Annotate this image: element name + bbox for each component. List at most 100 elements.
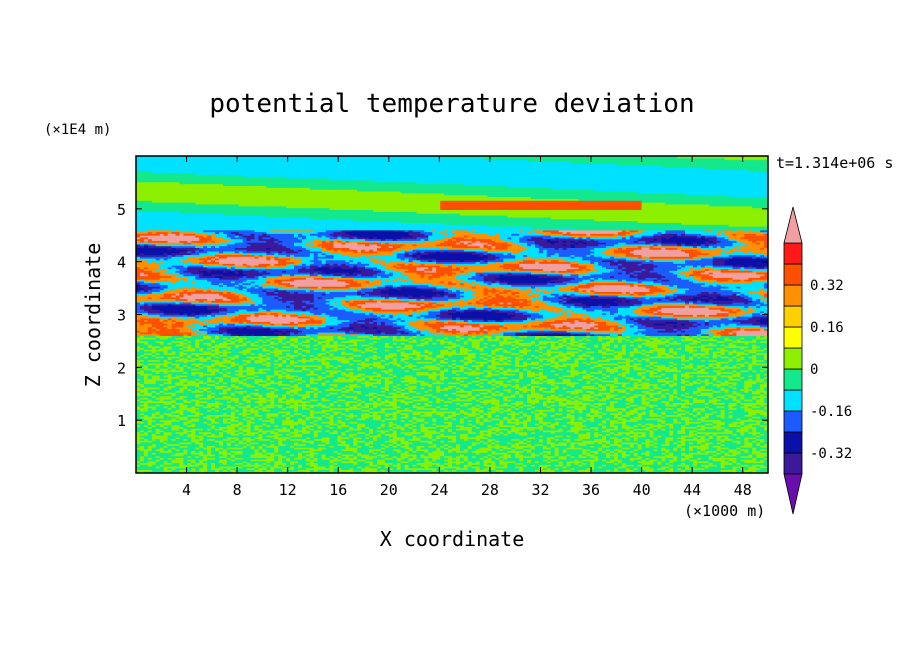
contour-cell bbox=[681, 469, 686, 472]
contour-cell bbox=[677, 455, 682, 458]
contour-cell bbox=[440, 452, 445, 455]
contour-cell bbox=[313, 450, 319, 453]
contour-cell bbox=[554, 452, 560, 455]
contour-cell bbox=[483, 467, 488, 470]
contour-cell bbox=[139, 448, 145, 452]
contour-cell bbox=[736, 462, 741, 465]
contour-cell bbox=[665, 455, 670, 458]
contour-cell bbox=[491, 457, 496, 460]
contour-cell bbox=[238, 467, 244, 470]
contour-cell bbox=[606, 471, 611, 473]
contour-cell bbox=[440, 462, 445, 465]
contour-cell bbox=[495, 469, 500, 472]
contour-cell bbox=[211, 452, 216, 455]
contour-cell bbox=[764, 450, 768, 453]
contour-cell bbox=[361, 445, 366, 448]
contour-cell bbox=[195, 467, 200, 470]
contour-cell bbox=[365, 457, 370, 460]
contour-cell bbox=[574, 454, 579, 457]
contour-cell bbox=[728, 459, 733, 462]
contour-cell bbox=[740, 457, 745, 460]
contour-cell bbox=[495, 471, 500, 473]
contour-cell bbox=[258, 452, 263, 455]
contour-cell bbox=[483, 447, 488, 450]
contour-cell bbox=[254, 452, 259, 455]
contour-cell bbox=[531, 460, 536, 464]
contour-cell bbox=[700, 447, 706, 450]
contour-cell bbox=[380, 466, 386, 469]
contour-cell bbox=[495, 457, 500, 460]
contour-cell bbox=[452, 455, 457, 458]
contour-cell bbox=[329, 447, 334, 450]
contour-cell bbox=[139, 455, 145, 458]
contour-cell bbox=[416, 445, 421, 448]
contour-cell bbox=[325, 460, 330, 464]
contour-cell bbox=[760, 467, 765, 470]
contour-cell bbox=[341, 450, 346, 453]
contour-cell bbox=[507, 454, 512, 457]
contour-cell bbox=[211, 466, 216, 469]
contour-cell bbox=[752, 471, 757, 473]
contour-cell bbox=[491, 454, 496, 457]
contour-cell bbox=[286, 469, 291, 472]
contour-cell bbox=[491, 462, 496, 465]
contour-cell bbox=[175, 460, 180, 464]
contour-cell bbox=[321, 462, 326, 465]
contour-cell bbox=[420, 447, 425, 450]
contour-cell bbox=[301, 447, 307, 450]
contour-cell bbox=[388, 457, 394, 460]
contour-cell bbox=[337, 452, 342, 455]
contour-cell bbox=[625, 445, 631, 448]
contour-cell bbox=[420, 457, 425, 460]
contour-cell bbox=[444, 447, 449, 450]
contour-cell bbox=[455, 469, 461, 472]
contour-cell bbox=[396, 471, 402, 473]
contour-cell bbox=[428, 452, 433, 455]
contour-cell bbox=[139, 471, 145, 473]
contour-cell bbox=[602, 459, 607, 462]
contour-cell bbox=[254, 469, 259, 472]
contour-cell bbox=[641, 452, 646, 455]
contour-cell bbox=[606, 450, 611, 453]
contour-cell bbox=[380, 450, 386, 453]
contour-cell bbox=[337, 448, 342, 452]
contour-cell bbox=[625, 447, 631, 450]
contour-cell bbox=[499, 460, 504, 464]
contour-cell bbox=[598, 460, 603, 464]
contour-cell bbox=[179, 459, 184, 462]
contour-cell bbox=[448, 455, 453, 458]
contour-cell bbox=[621, 467, 627, 470]
contour-cell bbox=[266, 471, 271, 473]
contour-cell bbox=[760, 471, 765, 473]
contour-cell bbox=[167, 471, 172, 473]
contour-cell bbox=[625, 467, 631, 470]
contour-cell bbox=[590, 457, 595, 460]
contour-cell bbox=[661, 462, 666, 465]
contour-cell bbox=[226, 450, 232, 453]
contour-cell bbox=[139, 469, 145, 472]
contour-cell bbox=[286, 464, 291, 467]
contour-cell bbox=[491, 455, 496, 458]
contour-cell bbox=[495, 445, 500, 448]
contour-cell bbox=[712, 460, 718, 464]
contour-cell bbox=[744, 452, 749, 455]
contour-cell bbox=[321, 455, 326, 458]
contour-cell bbox=[534, 457, 540, 460]
contour-cell bbox=[448, 467, 453, 470]
contour-cell bbox=[147, 469, 153, 472]
contour-cell bbox=[266, 455, 271, 458]
contour-cell bbox=[230, 450, 236, 453]
contour-cell bbox=[136, 466, 141, 469]
contour-cell bbox=[689, 452, 694, 455]
contour-cell bbox=[681, 447, 686, 450]
contour-cell bbox=[412, 471, 417, 473]
contour-cell bbox=[669, 447, 674, 450]
contour-cell bbox=[408, 464, 413, 467]
contour-cell bbox=[282, 452, 287, 455]
contour-cell bbox=[321, 452, 326, 455]
contour-cell bbox=[752, 455, 757, 458]
contour-cell bbox=[242, 464, 247, 467]
contour-cell bbox=[712, 452, 718, 455]
contour-cell bbox=[388, 469, 394, 472]
contour-cell bbox=[317, 467, 323, 470]
